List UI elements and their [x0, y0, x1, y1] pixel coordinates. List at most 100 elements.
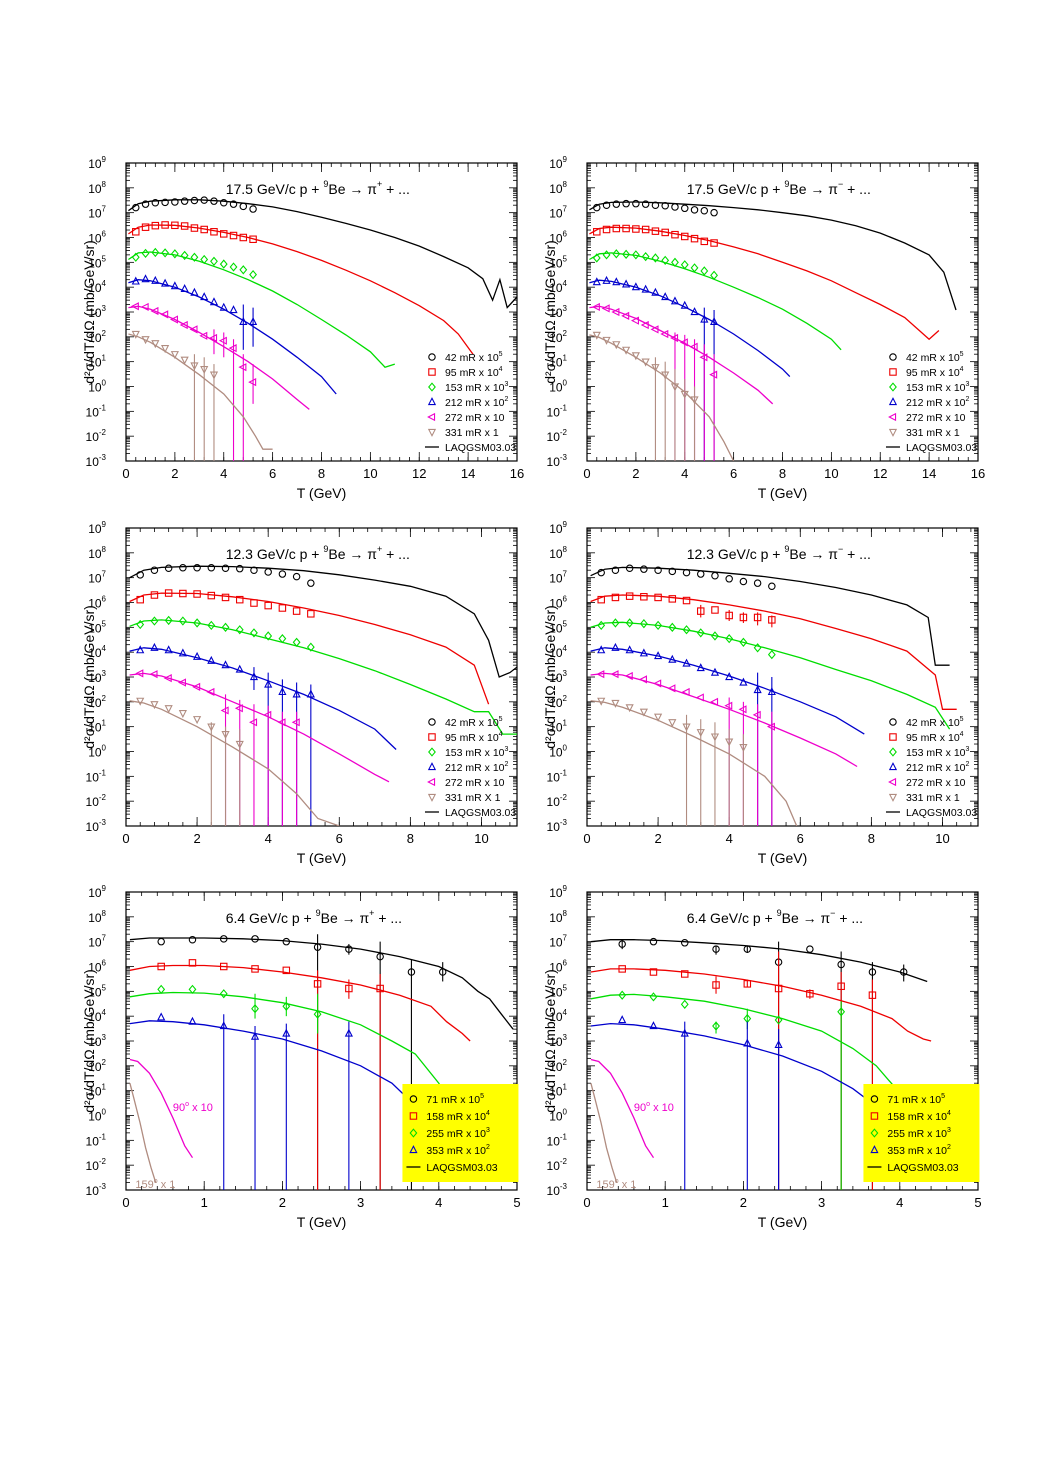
data-point: [179, 589, 187, 598]
legend-label: LAQGSM03.03: [426, 1162, 497, 1174]
data-point: [221, 622, 230, 632]
data-point: [654, 566, 662, 574]
data-point: [264, 568, 272, 576]
data-point: [150, 616, 159, 626]
data-point: [200, 196, 208, 204]
y-tick-label: 106: [549, 959, 567, 975]
chart-title: 6.4 GeV/c p + 9Be → π+ + ...: [226, 908, 402, 926]
model-curve: [589, 334, 735, 461]
data-point: [766, 722, 775, 731]
data-point: [250, 1031, 260, 1040]
data-point: [682, 625, 691, 635]
data-point: [218, 336, 227, 345]
model-curve: [128, 305, 310, 410]
data-point: [171, 221, 179, 230]
legend-label: 212 mR x 102: [445, 761, 509, 774]
series-group: [129, 1083, 157, 1183]
y-ticks: [126, 162, 517, 462]
data-point: [180, 250, 189, 261]
data-point: [625, 564, 634, 572]
data-point: [602, 275, 611, 284]
data-point: [178, 710, 187, 719]
legend-label: 331 mR X 1: [445, 792, 501, 804]
x-tick-label: 4: [681, 466, 688, 481]
x-tick-label: 3: [357, 1195, 364, 1210]
legend-label: 71 mR x 105: [426, 1093, 484, 1106]
data-point: [639, 648, 648, 657]
x-tick-label: 16: [510, 466, 524, 481]
x-tick-label: 0: [583, 466, 590, 481]
data-point: [671, 257, 679, 267]
legend-marker: [409, 1095, 418, 1103]
x-tick-label: 12: [412, 466, 426, 481]
legend-marker: [428, 368, 436, 376]
series-group: [129, 642, 397, 826]
y-tick-label: 10-1: [547, 403, 568, 419]
data-point: [681, 687, 690, 697]
y-tick-label: 105: [88, 619, 106, 635]
legend-label: 42 mR x 105: [445, 716, 503, 729]
x-tick-label: 3: [818, 1195, 825, 1210]
series-group: [129, 615, 517, 735]
data-point: [278, 634, 287, 644]
y-tick-label: 101: [549, 1083, 567, 1099]
y-tick-label: 109: [549, 155, 567, 171]
legend-marker: [427, 397, 437, 406]
model-curve: [128, 199, 517, 309]
data-point: [591, 302, 600, 312]
y-tick-label: 103: [88, 669, 106, 685]
series-group: [128, 302, 310, 461]
data-point: [150, 642, 159, 651]
data-point: [752, 710, 761, 719]
legend-marker: [889, 733, 897, 741]
data-point: [219, 302, 228, 311]
data-point: [278, 687, 287, 696]
data-point: [649, 968, 658, 976]
y-tick-label: 108: [88, 545, 106, 561]
data-point: [171, 198, 179, 206]
data-point: [249, 269, 257, 280]
y-tick-label: 107: [88, 934, 106, 950]
y-tick-label: 104: [88, 279, 106, 295]
data-point: [641, 225, 650, 234]
data-point: [743, 945, 752, 953]
data-point: [711, 631, 719, 641]
data-point: [739, 744, 748, 753]
data-point: [219, 259, 228, 269]
data-point: [651, 227, 660, 235]
data-point: [671, 203, 679, 211]
y-tick-label: 105: [549, 619, 567, 635]
model-curve: [129, 700, 340, 826]
data-point: [753, 643, 762, 653]
legend-marker: [888, 762, 898, 771]
data-point: [249, 672, 259, 681]
data-point: [190, 287, 199, 296]
data-point: [725, 634, 734, 644]
legend-label: 212 mR x 102: [906, 396, 970, 409]
data-point: [220, 935, 228, 943]
data-point: [680, 1028, 689, 1037]
data-point: [725, 672, 734, 681]
legend: 42 mR x 105 95 mR x 104 153 mR x 103 212 mR…: [885, 351, 977, 454]
data-point: [661, 201, 669, 210]
data-point: [136, 619, 145, 630]
x-axis-label: T (GeV): [297, 1214, 347, 1230]
series-group: [590, 1083, 618, 1183]
data-point: [611, 593, 620, 602]
y-tick-label: 10-2: [547, 793, 568, 809]
legend-label: 95 mR x 104: [906, 731, 964, 744]
data-point: [250, 599, 258, 607]
legend-box: [402, 1084, 519, 1182]
data-point: [136, 595, 144, 604]
data-point: [219, 1021, 228, 1030]
data-point: [611, 699, 620, 708]
series-group: [590, 990, 909, 1190]
x-ticks: [586, 892, 979, 1190]
data-point: [696, 607, 705, 615]
data-point: [161, 345, 170, 354]
data-point: [654, 593, 662, 602]
y-tick-label: 102: [549, 1058, 567, 1074]
data-point: [229, 200, 238, 208]
data-point: [593, 203, 601, 212]
data-point: [291, 718, 300, 727]
